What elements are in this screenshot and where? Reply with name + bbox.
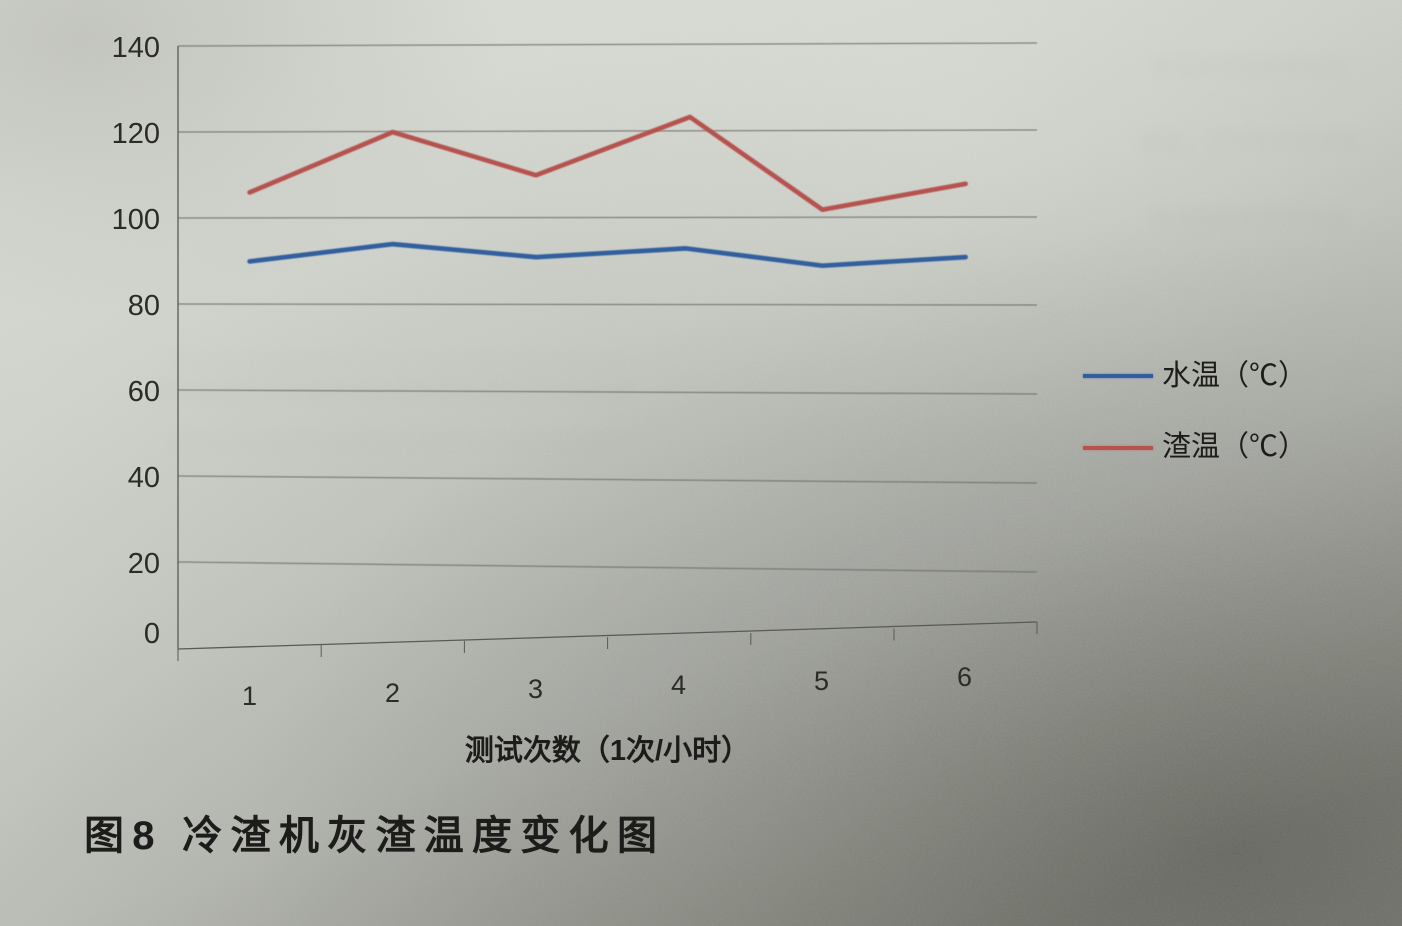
svg-text:某 某某 某某某某 某某 某某 某某某某 某某某某某某: 某 某某 某某某某 某某 某某 某某某某 某某某某某某 [170,352,623,375]
svg-text:某某某某某某某某某: 某某某某某某某某某 [1150,55,1348,80]
svg-text:某某某某某某某某某: 某某某某某某某某某 [1150,205,1348,230]
svg-text:某某、某某某某某某某: 某某、某某某某某某某 [1140,130,1360,155]
svg-text:某某某某某某某某某某某某某某某某某某某某某某: 某某某某某某某某某某某某某某某某某某某某某某 [150,380,634,405]
svg-text:某某某某某某某 某某某某某 某某某 某某某某某某某: 某某某某某某某 某某某某某 某某某 某某某某某某某 [170,432,627,455]
